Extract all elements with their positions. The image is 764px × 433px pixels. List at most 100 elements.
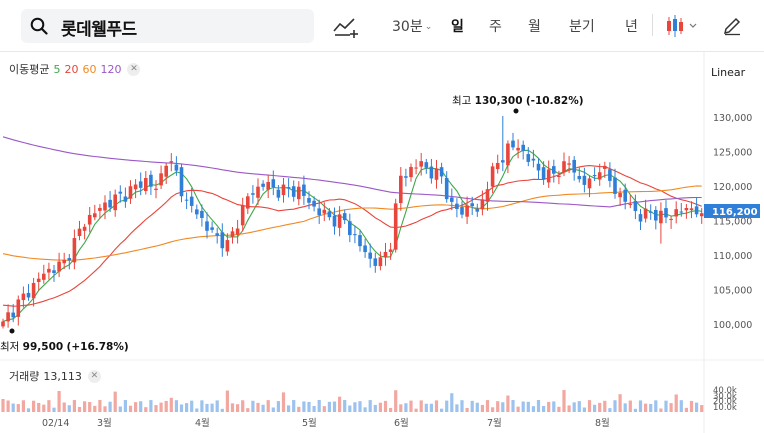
volume-bar [88, 402, 92, 412]
pencil-icon[interactable] [722, 16, 742, 36]
volume-bar [475, 402, 479, 412]
period-year-label: 년 [625, 19, 638, 35]
volume-bar [276, 401, 280, 412]
volume-axis: 40.0k 30.0k 20.0k 10.0k [713, 386, 737, 413]
volume-bar [434, 400, 439, 412]
period-quarter[interactable]: 분기 [569, 16, 595, 36]
candle-body [613, 177, 617, 194]
volume-bar [521, 401, 525, 412]
candle-body [541, 167, 546, 180]
candle-body [526, 154, 531, 162]
period-day[interactable]: 일 [451, 16, 464, 36]
volume-tick-label: 10.0k [713, 403, 737, 413]
candle-body [11, 312, 15, 318]
candle-body [77, 228, 82, 237]
close-icon[interactable]: ✕ [87, 369, 101, 383]
volume-bar [470, 400, 474, 412]
volume-bar [118, 406, 122, 412]
volume-bar [139, 401, 143, 412]
volume-bar [307, 401, 311, 412]
volume-bar [394, 390, 398, 412]
candle-body [373, 258, 378, 266]
candlestick-icon[interactable] [664, 14, 700, 38]
candle-body [230, 231, 235, 237]
candle-body [485, 189, 490, 202]
volume-bar [628, 400, 632, 412]
candle-body [536, 163, 541, 171]
candle-body [439, 167, 444, 177]
volume-bar [684, 407, 688, 412]
volume-bar [297, 406, 301, 412]
candle-body [72, 238, 77, 263]
volume-bar [103, 406, 107, 412]
volume-bar [83, 401, 87, 412]
search-query[interactable]: 롯데웰푸드 [61, 20, 137, 40]
candle-body [383, 251, 388, 258]
volume-bar [577, 401, 581, 412]
period-year[interactable]: 년 [625, 16, 638, 36]
scale-toggle[interactable]: Linear [711, 66, 746, 79]
candle-body [21, 293, 26, 301]
volume-bar [322, 406, 326, 412]
volume-bar [633, 408, 637, 412]
volume-bar [108, 401, 112, 412]
candle-body [348, 221, 352, 236]
volume-bar [659, 408, 663, 412]
low-value: 99,500 [23, 341, 64, 353]
x-tick-label: 6월 [394, 417, 409, 429]
x-tick-label: 02/14 [42, 418, 69, 429]
volume-bar [37, 402, 41, 412]
volume-bar [623, 403, 627, 412]
candle-body [450, 197, 454, 202]
candle-body [205, 221, 209, 231]
volume-bar [149, 400, 153, 412]
candle-body [648, 211, 653, 213]
candle-body [506, 143, 510, 166]
candle-body [572, 159, 576, 173]
volume-bar [409, 400, 413, 412]
volume-bar [536, 400, 541, 412]
candle-body [302, 184, 306, 196]
volume-bar [572, 402, 576, 412]
candle-body [133, 184, 138, 190]
candle-body [470, 203, 474, 207]
volume-bar [159, 402, 163, 412]
volume-bar [67, 405, 71, 412]
volume-bar [419, 400, 423, 412]
volume-bar [598, 402, 602, 412]
candle-body [103, 202, 107, 211]
volume-bar [72, 400, 76, 412]
volume-bar [195, 408, 199, 412]
candle-body [297, 186, 301, 200]
volume-bar [373, 404, 377, 412]
y-tick-label: 120,000 [713, 182, 752, 193]
volume-bar [700, 405, 704, 412]
candle-body [189, 196, 194, 206]
candle-body [562, 161, 566, 173]
period-30min-label: 30분 [392, 19, 423, 35]
ma-60-line [2, 185, 702, 261]
volume-bar [485, 400, 490, 412]
candle-body [240, 205, 245, 226]
volume-bar [501, 402, 505, 412]
draw-line-icon[interactable] [333, 16, 359, 38]
ma-60-label: 60 [82, 62, 97, 76]
candle-body [312, 200, 316, 207]
volume-tick-label: 30.0k [713, 392, 737, 402]
period-week[interactable]: 주 [489, 16, 502, 36]
period-30min[interactable]: 30분 ⌄ [392, 16, 432, 36]
volume-bar [557, 406, 561, 412]
volume-bar [618, 394, 622, 412]
high-annotation: 최고 130,300 (-10.82%) [452, 95, 584, 114]
volume-value: 13,113 [43, 369, 82, 383]
last-price-label: 116,200 [712, 207, 758, 218]
period-month[interactable]: 월 [528, 16, 541, 36]
candle-body [480, 199, 485, 210]
low-annotation: 최저 99,500 (+16.78%) [0, 328, 129, 353]
volume-bar [32, 400, 36, 412]
volume-bar [179, 404, 184, 412]
close-icon[interactable]: ✕ [127, 62, 141, 76]
stock-search-box[interactable]: 롯데웰푸드 [21, 9, 314, 43]
search-icon[interactable] [30, 17, 48, 35]
